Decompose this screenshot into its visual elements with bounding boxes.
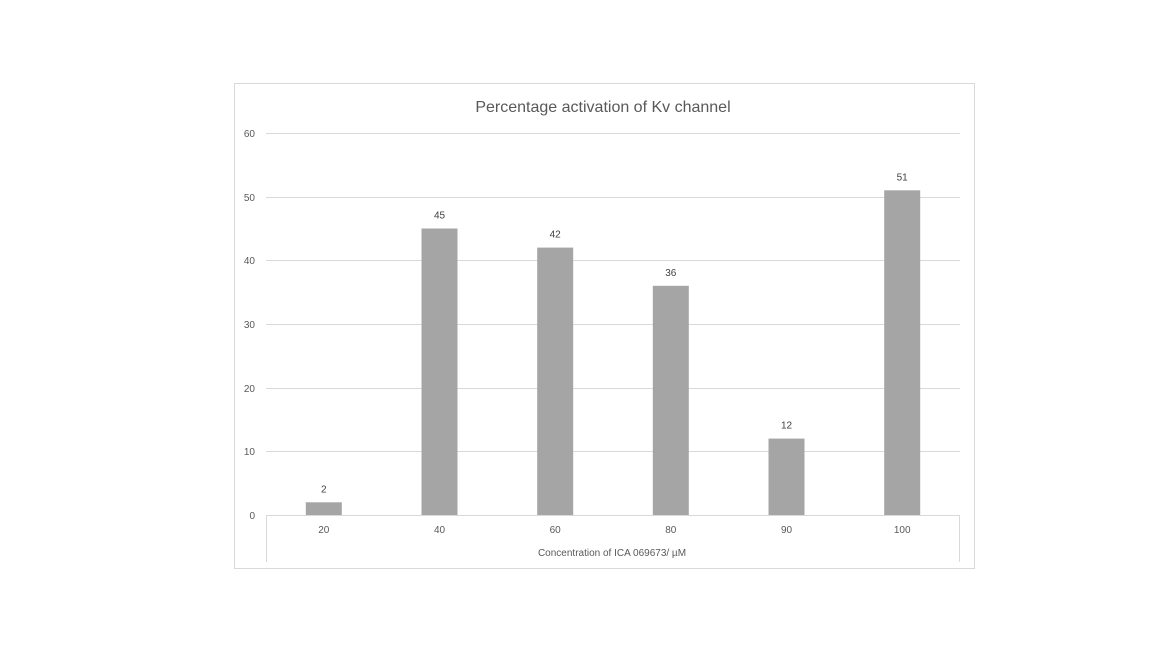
y-tick-label: 20: [244, 384, 256, 395]
data-label: 36: [665, 268, 677, 279]
x-tick-label: 80: [665, 525, 677, 536]
data-label: 12: [781, 421, 793, 432]
bar: [768, 438, 805, 515]
x-tick-label: 20: [318, 525, 330, 536]
bar: [421, 228, 458, 515]
x-axis-tick-labels: 20 40 60 80 90 100: [318, 525, 911, 536]
data-label: 42: [550, 230, 562, 241]
y-tick-label: 60: [244, 129, 256, 140]
chart-area: [234, 83, 975, 569]
x-axis-title: Concentration of ICA 069673/ µM: [538, 548, 686, 559]
x-tick-label: 60: [550, 525, 562, 536]
chart-title: Percentage activation of Kv channel: [475, 99, 730, 116]
y-tick-label: 50: [244, 193, 256, 204]
data-label: 2: [321, 484, 327, 495]
x-tick-label: 100: [894, 525, 911, 536]
data-label: 45: [434, 211, 446, 222]
y-tick-label: 0: [249, 511, 255, 522]
y-tick-label: 10: [244, 447, 256, 458]
bars: [305, 190, 921, 516]
y-tick-label: 30: [244, 320, 256, 331]
x-axis: [266, 515, 960, 562]
bar: [305, 502, 342, 515]
bar: [537, 247, 574, 515]
data-label: 51: [897, 172, 909, 183]
x-tick-label: 40: [434, 525, 446, 536]
data-labels: 2 45 42 36 12 51: [321, 172, 908, 495]
gridlines: [266, 133, 960, 452]
bar: [652, 285, 689, 515]
y-tick-label: 40: [244, 256, 256, 267]
y-axis-tick-labels: 0 10 20 30 40 50 60: [244, 129, 256, 522]
x-tick-label: 90: [781, 525, 793, 536]
bar: [884, 190, 921, 516]
